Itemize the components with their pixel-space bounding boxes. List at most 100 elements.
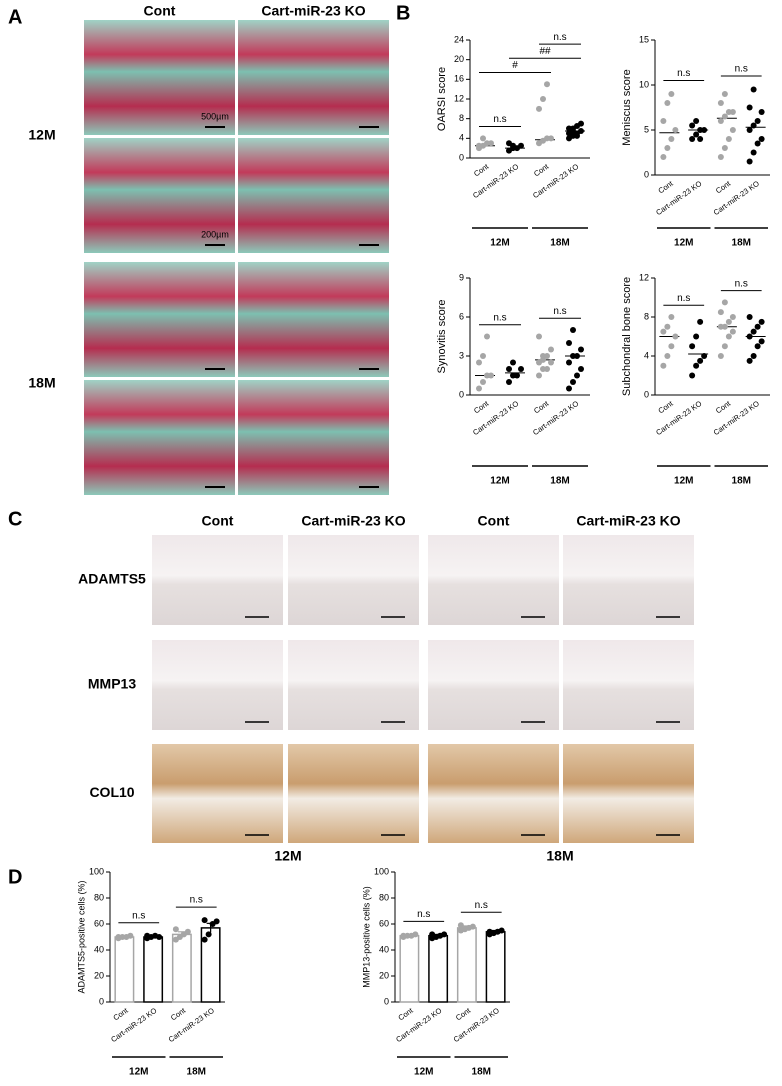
data-point — [717, 309, 724, 316]
ihc-image — [288, 640, 419, 730]
data-point — [518, 142, 524, 149]
y-tick-label: 12 — [454, 93, 464, 103]
panel-label: D — [8, 866, 22, 888]
data-point — [566, 340, 572, 346]
data-point — [689, 136, 696, 142]
x-tick-label: Cont — [657, 398, 676, 415]
x-tick-label: Cont — [397, 1005, 416, 1022]
data-point — [746, 104, 753, 111]
y-tick-label: 0 — [384, 996, 389, 1006]
ihc-image — [152, 535, 283, 625]
data-point — [689, 372, 696, 379]
y-axis-label: MMP13-positive cells (%) — [361, 886, 371, 988]
y-axis-label: Subchondral bone score — [621, 277, 633, 396]
ihc-image — [288, 744, 419, 843]
bar — [456, 927, 477, 1003]
data-point — [721, 343, 728, 350]
data-point — [750, 149, 757, 156]
row-label: ADAMTS5 — [78, 571, 146, 587]
bar — [171, 933, 192, 1003]
data-point — [746, 314, 753, 320]
data-point — [578, 366, 584, 372]
data-point — [400, 932, 407, 939]
group-label: 12M — [674, 476, 693, 487]
significance-label: n.s — [677, 293, 690, 304]
group-label: 18M — [550, 476, 569, 487]
data-point — [480, 379, 486, 385]
data-point — [115, 934, 122, 940]
data-point — [510, 142, 516, 149]
group-label: 18M — [546, 848, 573, 864]
y-tick-label: 16 — [454, 74, 464, 84]
y-axis-label: Meniscus score — [621, 69, 633, 145]
data-point — [660, 154, 667, 160]
ihc-image — [152, 744, 283, 843]
x-tick-label: Cont — [169, 1005, 188, 1022]
column-header: Cart-miR-23 KO — [576, 513, 680, 529]
bar — [399, 934, 420, 1003]
bar — [143, 936, 164, 1003]
data-point — [544, 366, 550, 372]
data-point — [750, 122, 757, 129]
column-header: Cont — [478, 513, 510, 529]
y-tick-label: 8 — [644, 311, 649, 321]
ihc-image — [563, 744, 694, 843]
data-point — [480, 135, 486, 142]
y-tick-label: 80 — [94, 892, 104, 902]
y-tick-label: 10 — [639, 79, 649, 89]
row-label: COL10 — [89, 784, 134, 800]
ihc-image — [288, 535, 419, 625]
group-label: 12M — [414, 1067, 433, 1078]
y-tick-label: 9 — [459, 272, 464, 282]
x-tick-label: Cont — [454, 1005, 473, 1022]
data-point — [540, 356, 546, 363]
panel-label: B — [396, 2, 410, 24]
significance-label: n.s — [553, 32, 566, 43]
data-point — [570, 127, 576, 134]
data-point — [689, 122, 696, 129]
data-point — [457, 922, 464, 929]
data-point — [664, 323, 671, 330]
data-point — [486, 928, 493, 935]
y-tick-label: 60 — [94, 918, 104, 928]
x-tick-label: Cont — [472, 398, 491, 415]
data-point — [717, 353, 724, 359]
data-point — [701, 353, 708, 359]
data-point — [754, 343, 761, 350]
data-point — [697, 357, 704, 364]
x-tick-label: Cont — [532, 398, 551, 415]
data-point — [758, 318, 765, 325]
data-point — [469, 923, 476, 930]
x-tick-label: Cont — [714, 178, 733, 195]
data-point — [729, 109, 736, 115]
data-point — [476, 385, 482, 392]
y-tick-label: 0 — [644, 169, 649, 179]
data-point — [201, 936, 208, 943]
significance-label: n.s — [190, 895, 203, 906]
data-point — [412, 931, 419, 938]
data-point — [758, 109, 765, 115]
data-point — [578, 127, 584, 134]
column-header: Cart-miR-23 KO — [301, 513, 405, 529]
data-point — [693, 131, 700, 138]
row-label: 18M — [28, 375, 55, 391]
group-label: 18M — [550, 238, 569, 249]
data-point — [518, 366, 524, 372]
data-point — [488, 372, 494, 379]
data-point — [480, 353, 486, 359]
y-tick-label: 6 — [459, 311, 464, 321]
data-point — [213, 918, 220, 925]
column-header: Cont — [202, 513, 234, 529]
data-point — [566, 359, 572, 366]
data-point — [697, 318, 704, 325]
x-tick-label: Cont — [657, 178, 676, 195]
data-point — [725, 318, 732, 325]
group-label: 18M — [187, 1067, 206, 1078]
data-point — [548, 135, 554, 142]
group-label: 12M — [674, 238, 693, 249]
column-header: Cart-miR-23 KO — [261, 3, 365, 19]
data-point — [746, 357, 753, 364]
data-point — [750, 353, 757, 359]
scale-bar-label: 200µm — [201, 229, 229, 239]
